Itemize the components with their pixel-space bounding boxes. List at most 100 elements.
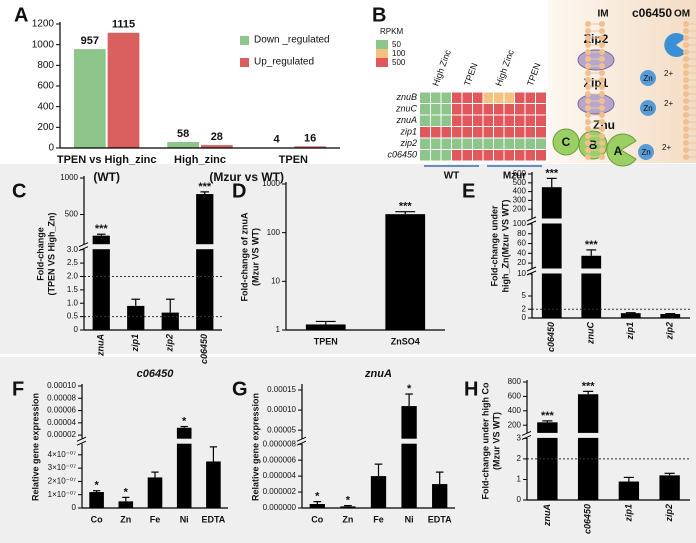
y-tick-label: 500 [65,210,79,219]
znu-subunit [606,133,637,167]
y-tick-label: 1000 [32,39,55,50]
y-axis-label: high_Zn(Mzur VS WT) [500,200,510,293]
lipid-head [585,35,591,41]
y-tick-label: 0.5 [67,312,79,321]
lipid-head [585,77,591,83]
x-tick-label: c06450 [546,322,556,352]
bar [176,427,192,508]
lipid-head [599,112,605,118]
lipid-head [683,63,689,69]
panel-letter: D [232,180,246,202]
lipid-head [599,42,605,48]
y-tick-label: 800 [508,377,522,386]
legend-swatch [376,49,388,58]
ion-charge: 2+ [664,69,673,78]
significance: * [315,491,320,503]
y-tick-label: 0.00015 [267,385,296,394]
y-tick-label: 0.000004 [263,471,297,480]
break-mark [526,220,537,226]
y-tick-label: 0.000006 [263,455,297,464]
y-tick-label: 200 [513,204,527,213]
x-tick-label: znuC [586,322,596,345]
significance: *** [198,181,212,193]
lipid-head [683,147,689,153]
axis-break [522,432,691,438]
y-tick-label: 0 [48,143,54,154]
lipid-head [599,133,605,139]
y-tick-label: 600 [37,81,54,92]
axis-break [79,244,223,250]
y-tick-label: 0 [517,495,522,504]
zip2-protein [577,49,615,71]
x-tick-label: Zn [120,514,131,524]
zinc-ion [638,144,654,160]
break-mark [78,242,89,248]
significance: *** [585,239,599,251]
x-tick-label: Co [91,514,103,524]
lipid-head [599,105,605,111]
y-axis-label: Fold-change of znuA [239,212,249,301]
y-tick-label: 200 [508,420,522,429]
y-tick-label: 2.0 [67,272,79,281]
break-mark [526,216,537,222]
group-label: (WT) [93,170,120,184]
y-axis-label: (Mzur VS WT) [491,412,501,470]
lipid-head [683,42,689,48]
row-label: znuB [395,92,417,102]
heatmap-cell [483,103,515,115]
group-label: WT [444,171,460,182]
zip1-protein [577,93,615,115]
y-tick-label: 40 [517,248,526,257]
y-tick-label: 400 [513,187,527,196]
lipid-head [683,98,689,104]
lipid-head [683,56,689,62]
lipid-head [585,133,591,139]
heatmap-cell [420,126,452,138]
bar [73,49,106,148]
break-mark [296,436,307,442]
y-tick-label: 0 [74,325,79,334]
axis-break [527,268,691,274]
y-tick-label: 1.0 [67,298,79,307]
panel-letter: E [462,180,475,202]
x-tick-label: c06450 [583,504,593,534]
membrane-label: OM [674,9,690,20]
lipid-head [585,70,591,76]
panel-letter: H [464,378,478,400]
x-tick-label: Ni [405,514,414,524]
y-tick-label: 1000 [262,179,280,188]
bar [196,194,214,330]
lipid-head [683,91,689,97]
y-tick-label: 2×10⁻⁰⁷ [48,477,76,486]
zinc-ion [640,70,656,86]
value-label: 4 [273,133,280,145]
lipid-head [585,98,591,104]
legend-swatch [376,58,388,67]
heatmap-cell [451,149,483,161]
heatmap-cell [451,115,483,127]
ion-charge: 2+ [664,99,673,108]
heatmap-cell [420,149,452,161]
y-tick-label: 200 [37,122,54,133]
x-tick-label: TPEN [314,336,338,346]
legend-swatch [240,58,249,67]
y-tick-label: 0.00010 [47,381,76,390]
row-label: zip1 [399,127,417,137]
lipid-head [683,105,689,111]
row-label: c06450 [387,150,417,160]
x-tick-label: zip1 [130,334,140,353]
y-tick-label: 5 [522,291,527,300]
lipid-head [585,56,591,62]
heatmap-cell [483,138,515,150]
y-axis-label: Fold-change under [489,205,499,286]
bar [432,484,448,508]
group-label: (Mzur vs WT) [209,170,284,184]
significance: * [94,480,99,492]
y-tick-label: 800 [37,60,54,71]
value-label: 1115 [112,19,135,31]
lipid-head [599,77,605,83]
lipid-head [683,140,689,146]
lipid-head [585,154,591,160]
break-mark [76,436,87,442]
